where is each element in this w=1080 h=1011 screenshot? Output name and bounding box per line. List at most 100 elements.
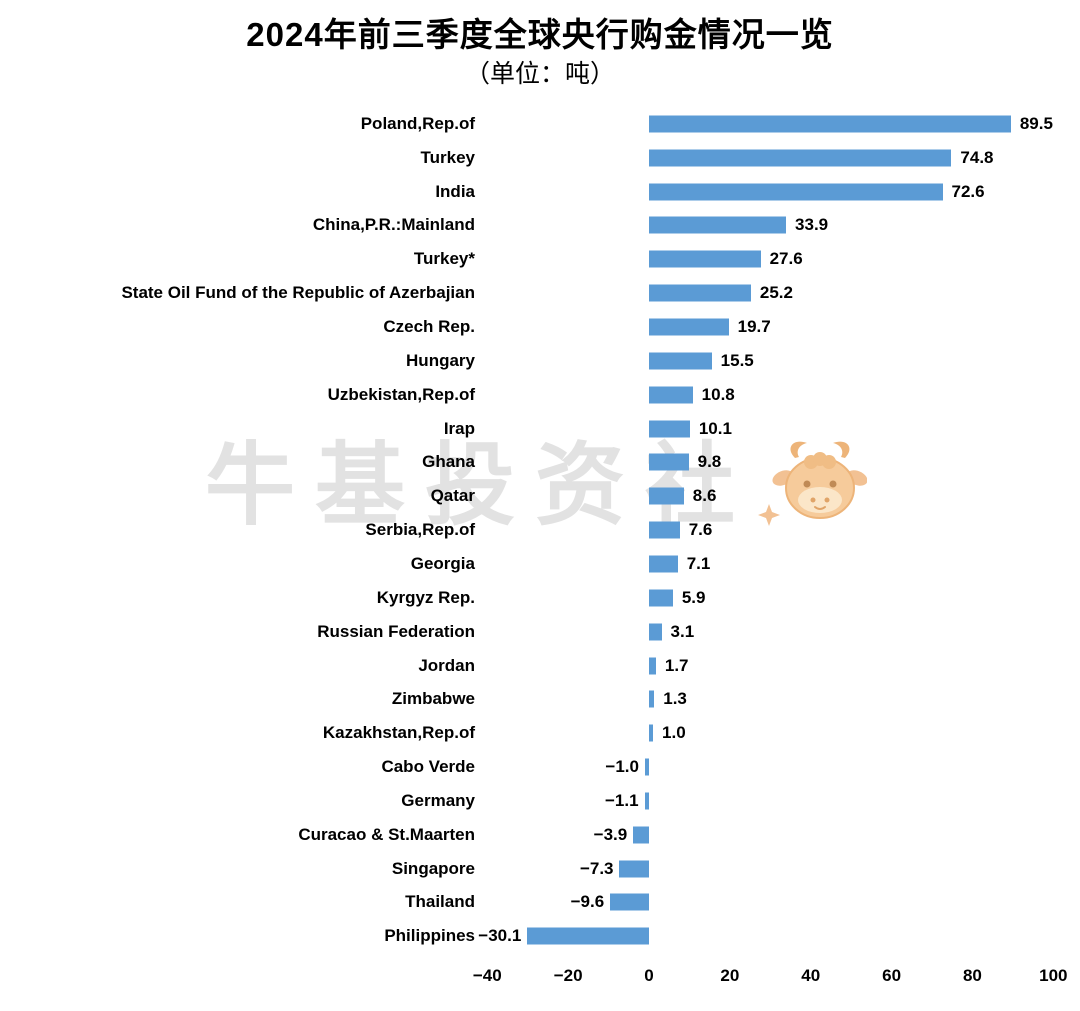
category-label: Turkey [420,147,476,167]
bar [649,555,678,573]
value-label: 3.1 [670,621,695,641]
chart-row: Poland,Rep.of 89.5 [0,107,1080,141]
bar [649,352,712,370]
bar [649,623,662,641]
value-label: 27.6 [769,249,803,269]
value-label: 74.8 [960,147,994,167]
value-label: −1.0 [605,757,639,777]
chart-row: Georgia 7.1 [0,547,1080,581]
value-label: 33.9 [795,215,829,235]
value-label: −9.6 [570,892,605,912]
bar [649,521,680,539]
bar [649,690,655,708]
value-label: 1.3 [663,689,687,709]
x-axis: −40 −20 0 20 40 60 80 100 [0,966,1080,992]
category-label: Russian Federation [317,621,475,641]
bar [649,284,751,302]
category-label: Zimbabwe [391,689,475,709]
bar [527,927,649,945]
category-label: Uzbekistan,Rep.of [327,384,475,404]
bar [649,318,729,336]
value-label: −3.9 [593,824,628,844]
category-label: Poland,Rep.of [360,113,475,133]
chart-row: Ghana 9.8 [0,446,1080,480]
value-label: 89.5 [1019,113,1053,133]
x-tick-label: −40 [472,966,502,985]
bar [649,589,673,607]
chart-row: Curacao & St.Maarten −3.9 [0,818,1080,852]
chart-row: Serbia,Rep.of 7.6 [0,513,1080,547]
category-label: Cabo Verde [381,757,475,777]
chart-row: Jordan 1.7 [0,649,1080,683]
value-label: −30.1 [478,926,522,946]
value-label: −1.1 [605,790,639,810]
category-label: Curacao & St.Maarten [298,824,475,844]
category-label: Philippines [384,926,475,946]
value-label: 7.1 [686,553,711,573]
x-tick-label: 80 [962,966,982,985]
chart-row: Turkey* 27.6 [0,242,1080,276]
value-label: 7.6 [688,520,713,540]
chart-row: Irap 10.1 [0,412,1080,446]
chart-row: Kazakhstan,Rep.of 1.0 [0,716,1080,750]
bar [633,826,649,844]
x-tick-label: 0 [644,966,654,985]
bar [649,183,943,201]
category-label: Qatar [430,486,475,506]
category-label: Hungary [406,350,475,370]
chart-row: Philippines −30.1 [0,919,1080,953]
category-label: Czech Rep. [383,317,475,337]
chart-row: Czech Rep. 19.7 [0,310,1080,344]
x-tick-label: 60 [882,966,902,985]
chart-row: State Oil Fund of the Republic of Azerba… [0,276,1080,310]
chart-row: Qatar 8.6 [0,479,1080,513]
category-label: Kazakhstan,Rep.of [322,723,475,743]
category-label: State Oil Fund of the Republic of Azerba… [121,283,475,303]
value-label: 1.0 [662,723,686,743]
value-label: 72.6 [951,181,985,201]
bar [644,792,649,810]
chart-row: China,P.R.:Mainland 33.9 [0,209,1080,243]
chart-row: Zimbabwe 1.3 [0,682,1080,716]
bar [649,386,693,404]
bar [649,453,689,471]
chart-row: Germany −1.1 [0,784,1080,818]
value-label: 10.1 [698,418,732,438]
bar [644,758,649,776]
category-label: Thailand [405,892,475,912]
page-subtitle: （单位：吨） [464,60,615,88]
category-label: Singapore [391,858,475,878]
bar [619,860,649,878]
value-label: 10.8 [701,384,735,404]
chart-row: Kyrgyz Rep. 5.9 [0,581,1080,615]
x-tick-label: −20 [553,966,583,985]
chart-row: Thailand −9.6 [0,886,1080,920]
value-label: 15.5 [720,350,754,370]
category-label: Turkey* [413,249,475,269]
chart-row: Uzbekistan,Rep.of 10.8 [0,378,1080,412]
value-label: 1.7 [664,655,689,675]
bar [610,893,649,911]
bar [649,657,656,675]
bar [649,420,690,438]
value-label: 19.7 [737,317,771,337]
x-tick-label: 100 [1039,966,1068,985]
chart-row: Singapore −7.3 [0,852,1080,886]
category-label: Georgia [410,553,475,573]
chart-row: India 72.6 [0,175,1080,209]
category-label: India [435,181,475,201]
chart-row: Cabo Verde −1.0 [0,750,1080,784]
value-label: 8.6 [692,486,717,506]
category-label: Germany [401,790,475,810]
value-label: 5.9 [681,587,706,607]
value-label: 25.2 [759,283,793,303]
chart-row: Russian Federation 3.1 [0,615,1080,649]
category-label: Jordan [418,655,475,675]
bar [649,149,952,167]
chart-row: Hungary 15.5 [0,344,1080,378]
category-label: Kyrgyz Rep. [376,587,475,607]
bar [649,724,654,742]
category-label: Irap [443,418,475,438]
